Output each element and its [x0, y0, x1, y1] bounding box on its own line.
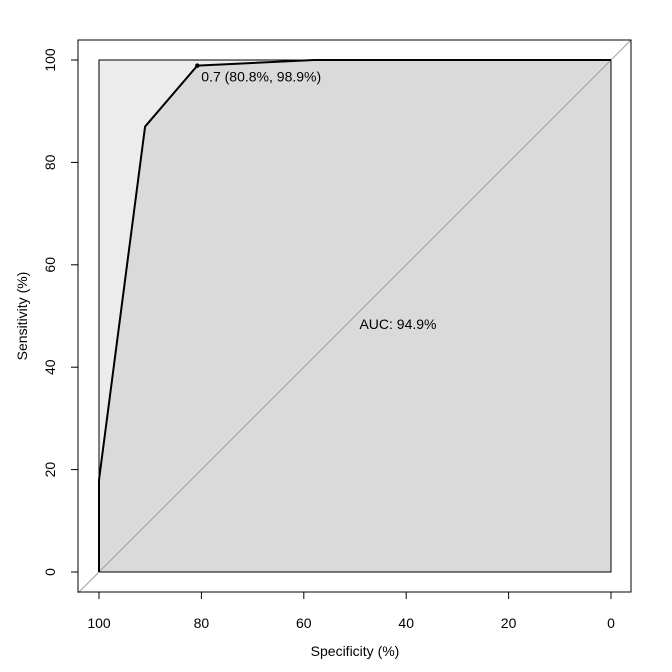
diagonal-reference-line: [77, 39, 632, 594]
y-tick-label: 20: [42, 462, 58, 478]
auc-label: AUC: 94.9%: [359, 316, 436, 332]
x-tick-label: 20: [501, 615, 517, 631]
x-tick-label: 60: [296, 615, 312, 631]
y-tick-label: 80: [42, 154, 58, 170]
x-tick-label: 80: [194, 615, 210, 631]
x-tick-label: 0: [607, 615, 615, 631]
x-axis: 100 80 60 40 20 0: [87, 591, 615, 631]
threshold-point: [195, 63, 200, 68]
x-tick-label: 40: [398, 615, 414, 631]
x-axis-label: Specificity (%): [311, 643, 400, 659]
y-tick-label: 60: [42, 257, 58, 273]
y-tick-label: 0: [42, 568, 58, 576]
y-tick-label: 40: [42, 359, 58, 375]
y-tick-label: 100: [42, 48, 58, 72]
plot-area: [77, 39, 632, 594]
roc-curve-line: [98, 59, 611, 572]
y-axis-label: Sensitivity (%): [14, 272, 30, 361]
threshold-label: 0.7 (80.8%, 98.9%): [201, 69, 321, 85]
x-tick-label: 100: [87, 615, 111, 631]
y-axis: 0 20 40 60 80 100: [42, 48, 79, 576]
